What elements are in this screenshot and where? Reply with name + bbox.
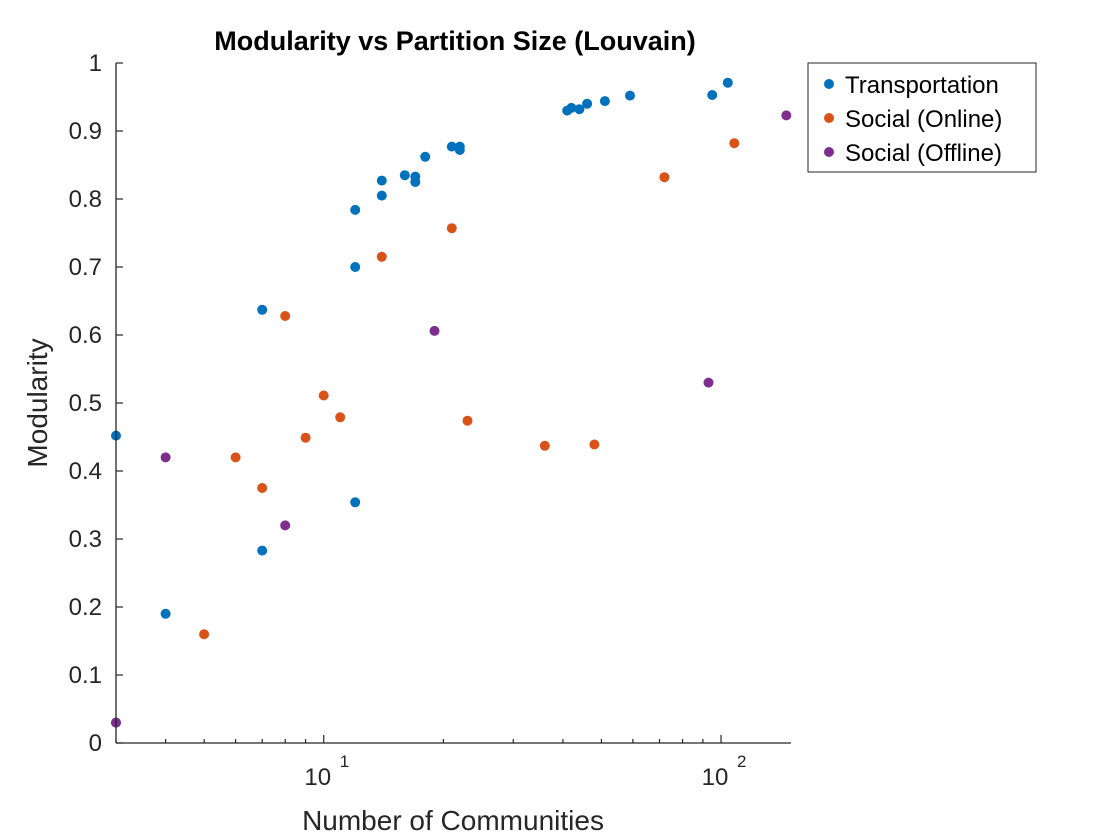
legend-label-social-online: Social (Online) [845, 106, 1002, 133]
legend-marker-social-offline [824, 147, 834, 157]
data-point [160, 452, 171, 463]
y-tick-label: 0.9 [69, 118, 102, 145]
data-point [350, 204, 361, 215]
data-point [446, 141, 457, 152]
y-tick-label: 0.4 [69, 458, 102, 485]
y-tick-label: 0.2 [69, 594, 102, 621]
data-point [420, 151, 431, 162]
data-point [280, 520, 291, 531]
data-point [566, 102, 577, 113]
data-point [399, 170, 410, 181]
x-tick-label: 10 [304, 764, 331, 791]
data-point [781, 110, 792, 121]
legend-label-transportation: Transportation [845, 72, 999, 99]
data-point [318, 390, 329, 401]
legend-marker-transportation [824, 79, 834, 89]
x-axis-label: Number of Communities [302, 805, 604, 836]
data-point [257, 483, 268, 493]
y-tick-label: 0.1 [69, 662, 102, 689]
data-point [446, 223, 457, 234]
data-point [599, 96, 610, 107]
y-tick-label: 0.5 [69, 390, 102, 417]
y-tick-label: 0 [89, 730, 102, 757]
data-point [280, 311, 291, 321]
y-ticks: 0 0.1 0.2 0.3 0.4 0.5 0.6 0.7 0.8 0.9 1 [69, 50, 123, 757]
data-point [703, 377, 714, 388]
y-tick-label: 0.6 [69, 322, 102, 349]
data-point [429, 325, 440, 336]
data-point [729, 138, 740, 149]
data-points [111, 77, 792, 728]
x-tick-label-exponent: 1 [340, 752, 349, 771]
y-tick-label: 0.7 [69, 254, 102, 281]
data-point [722, 77, 733, 88]
axes [115, 63, 791, 744]
data-point [410, 177, 421, 187]
data-point [454, 145, 465, 155]
data-point [257, 545, 268, 556]
y-axis-label: Modularity [22, 338, 53, 467]
data-point [350, 497, 361, 508]
x-tick-label: 10 [702, 764, 729, 791]
y-tick-label: 1 [89, 50, 102, 77]
data-point [350, 262, 361, 272]
data-point [199, 629, 210, 640]
y-tick-label: 0.8 [69, 186, 102, 213]
data-point [707, 90, 718, 100]
y-tick-label: 0.3 [69, 526, 102, 553]
data-point [335, 412, 346, 423]
data-point [589, 439, 600, 450]
series-transportation [111, 77, 733, 728]
legend: Transportation Social (Online) Social (O… [807, 62, 1037, 173]
x-tick-label-exponent: 2 [737, 752, 746, 771]
data-point [539, 440, 550, 451]
data-point [376, 190, 387, 201]
data-point [376, 251, 387, 262]
legend-marker-social-online [824, 113, 834, 123]
x-ticks: 10 1 10 2 [115, 735, 747, 791]
series-social-online [199, 138, 740, 640]
data-point [230, 452, 241, 463]
chart-title: Modularity vs Partition Size (Louvain) [214, 26, 696, 56]
series-social-offline [111, 110, 792, 728]
data-point [462, 415, 473, 426]
data-point [574, 104, 585, 115]
data-point [582, 98, 593, 109]
legend-box [807, 62, 1037, 173]
data-point [257, 304, 268, 315]
data-point [659, 172, 670, 183]
data-point [376, 175, 387, 186]
data-point [160, 608, 171, 619]
data-point [625, 90, 635, 101]
data-point [300, 432, 311, 443]
legend-label-social-offline: Social (Offline) [845, 140, 1002, 167]
